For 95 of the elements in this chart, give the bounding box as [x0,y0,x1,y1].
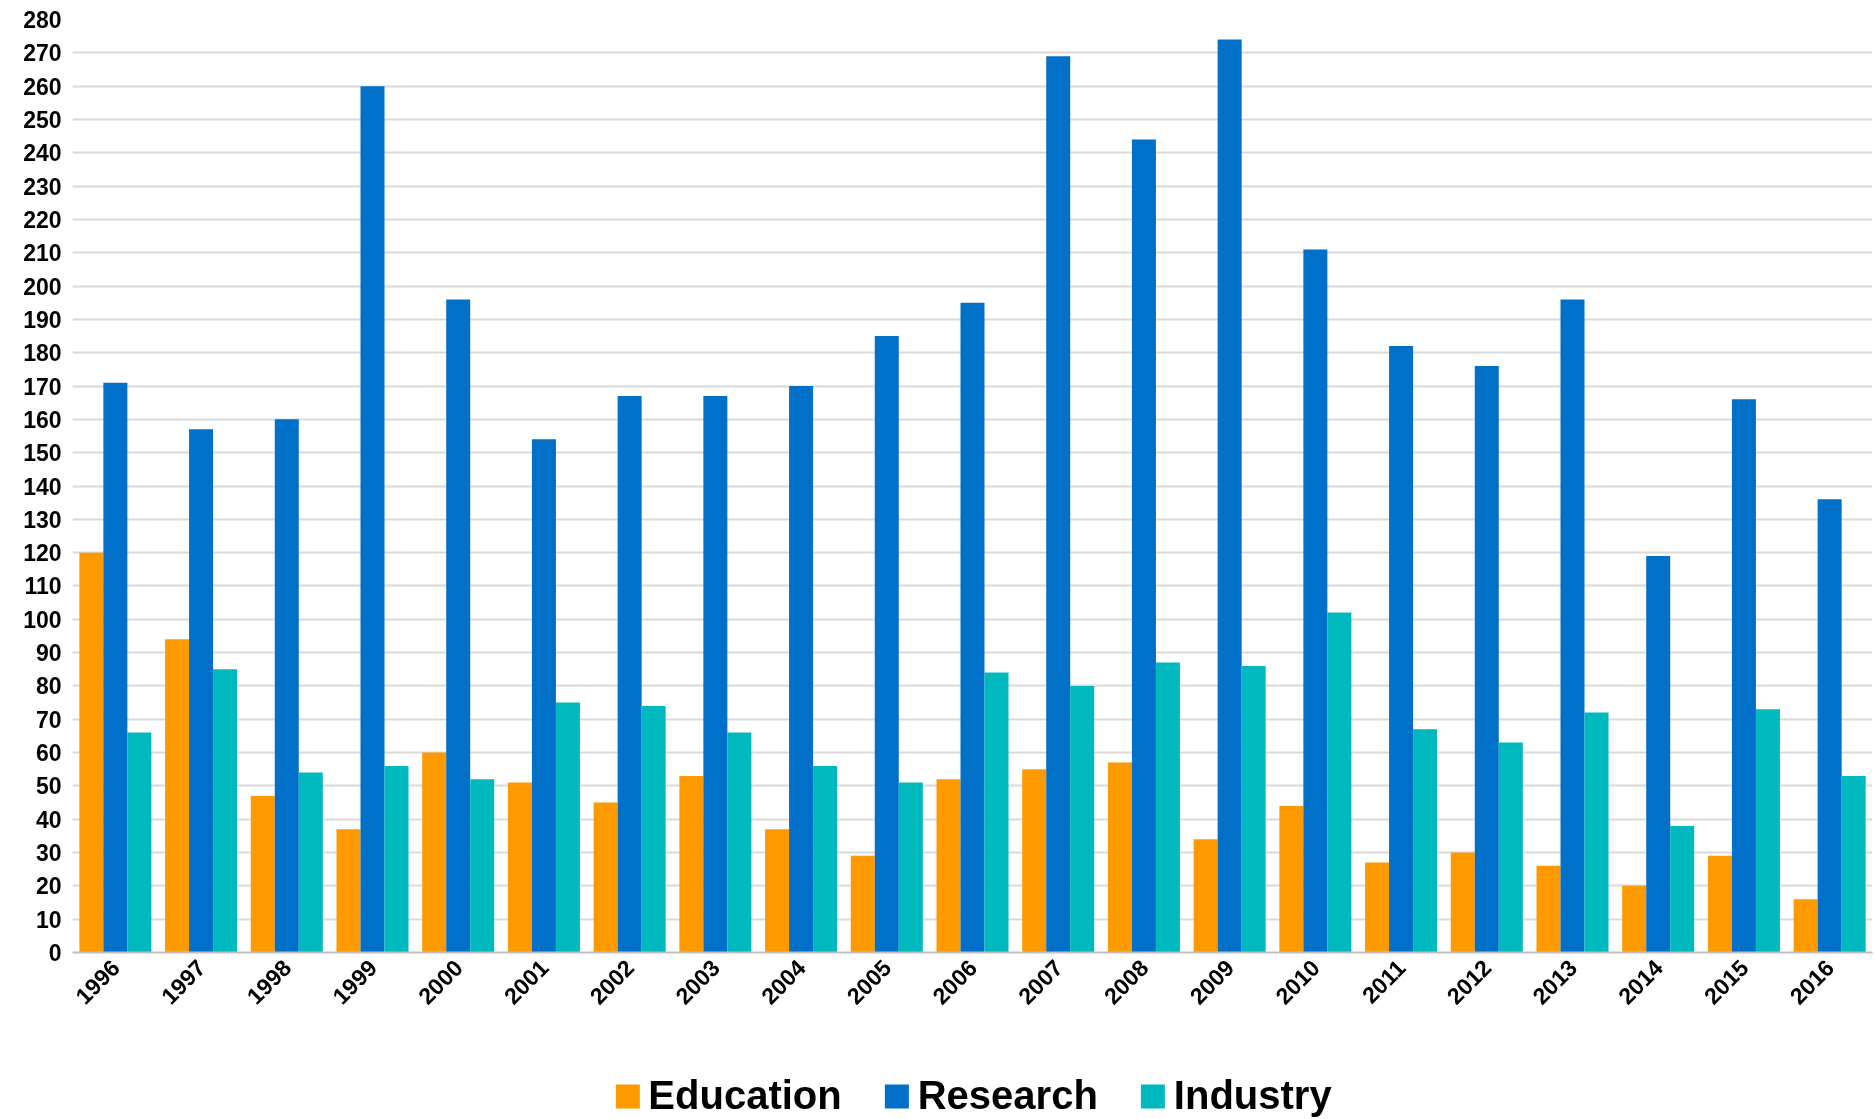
bar [617,396,642,953]
y-tick-label: 180 [23,340,62,367]
y-tick-label: 100 [23,606,62,633]
bar [1622,885,1647,953]
bar [1241,665,1266,953]
bar [1560,299,1585,953]
bar [1817,499,1842,953]
bar [213,669,238,953]
legend-label: Education [648,1073,842,1118]
bar [360,86,385,953]
y-tick-label: 30 [35,840,62,867]
bar [1193,839,1218,953]
bar [531,439,556,953]
bar [79,552,104,953]
bar [789,386,814,953]
y-tick-label: 210 [23,240,62,267]
bar [1365,862,1390,953]
bar [103,382,128,953]
y-tick-label: 270 [23,40,62,67]
bar [984,672,1009,953]
bar [1413,729,1438,953]
legend-label: Industry [1173,1073,1332,1118]
bar [384,765,409,953]
y-tick-label: 230 [23,173,62,200]
bar [1022,769,1047,953]
bar [274,419,299,953]
bar [1303,249,1328,953]
y-tick-label: 190 [23,306,62,333]
bar [813,765,838,953]
bar [727,732,752,953]
bar [165,639,190,953]
bar [1070,685,1095,953]
bar [679,775,704,953]
bar [555,702,580,953]
bar [1279,805,1304,953]
y-tick-label: 260 [23,73,62,100]
bar [1670,825,1695,953]
y-tick-label: 240 [23,140,62,167]
bar [850,855,875,953]
y-tick-label: 220 [23,206,62,233]
y-tick-label: 250 [23,106,62,133]
bar [1389,346,1414,953]
bar [507,782,532,953]
y-tick-label: 150 [23,440,62,467]
bar [422,752,447,953]
bar [1584,712,1609,953]
bar [1107,762,1132,953]
bar [765,829,790,953]
y-tick-label: 40 [35,806,62,833]
y-tick-label: 80 [35,673,62,700]
bar [1731,399,1756,953]
y-tick-label: 90 [35,640,62,667]
y-tick-label: 130 [23,506,62,533]
bar [470,779,495,953]
y-tick-label: 170 [23,373,62,400]
bar [1131,139,1156,953]
bar [446,299,471,953]
y-tick-label: 110 [24,573,62,600]
y-tick-label: 120 [23,540,62,567]
bar [189,429,214,953]
bar [1646,555,1671,953]
bar [1841,775,1866,953]
y-tick-label: 200 [23,273,62,300]
bar [1793,899,1818,953]
bar [1450,852,1475,953]
bar [936,779,961,953]
bar [593,802,618,953]
y-tick-label: 50 [35,773,62,800]
bar [641,705,666,953]
y-tick-label: 0 [48,940,62,966]
y-tick-label: 160 [23,406,62,433]
y-tick-label: 280 [23,7,62,33]
bar [1498,742,1523,953]
bar [898,782,923,953]
bar [250,795,275,953]
y-tick-label: 20 [35,873,62,900]
bar [127,732,152,953]
bar [336,829,361,953]
bar [1217,39,1242,953]
y-tick-label: 70 [35,706,62,733]
bar [1046,56,1071,953]
bar [1327,612,1352,953]
y-tick-label: 10 [35,906,62,933]
legend-label: Research [917,1073,1098,1118]
bar [1707,855,1732,953]
y-tick-label: 60 [35,740,62,767]
bar [1155,662,1180,953]
bar [1474,366,1499,953]
bar [703,396,728,953]
bar [1536,865,1561,953]
bar [960,302,985,953]
bar [1755,709,1780,953]
bar [874,336,899,953]
y-tick-label: 140 [23,473,62,500]
bar [298,772,323,953]
